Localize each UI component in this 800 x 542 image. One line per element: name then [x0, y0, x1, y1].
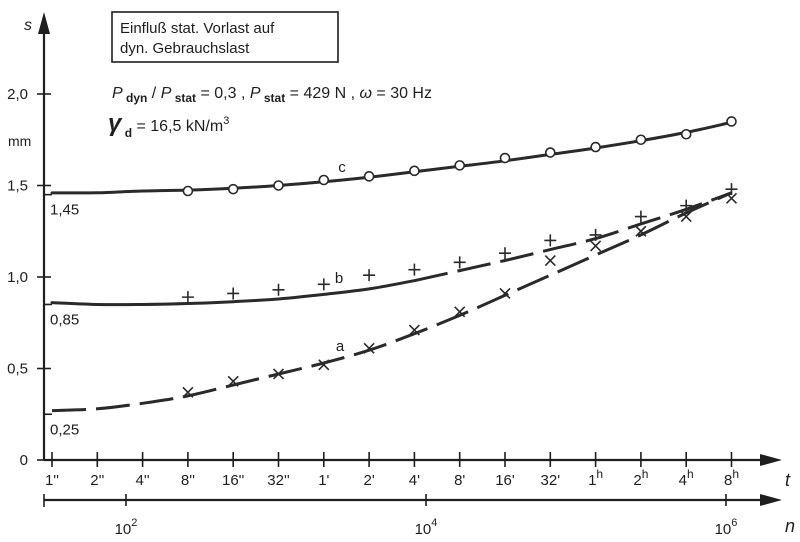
x-axis-top-arrow: [760, 454, 782, 466]
marker-a-11: [680, 211, 692, 223]
marker-c-1: [227, 183, 239, 195]
cycle-tick-label-2: 106: [715, 517, 738, 538]
marker-b-7: [499, 247, 511, 260]
y-axis-label: s: [24, 17, 32, 34]
time-tick-label-0: 1'': [45, 472, 59, 489]
time-ticks: 1'' 2'' 4'' 8'' 16'' 32'' 1' 2' 4' 8' 16' 32' 1h 2h 4h…: [45, 452, 739, 489]
time-tick-label-6: 1': [318, 472, 329, 489]
marker-c-3: [318, 174, 330, 186]
marker-a-10: [635, 225, 647, 237]
marker-b-11: [680, 199, 693, 212]
y-tick-label-3: 1,5: [7, 178, 28, 195]
time-tick-label-2: 4'': [136, 472, 150, 489]
marker-b-12: [725, 183, 738, 196]
note-line-1: Einfluß stat. Vorlast auf: [120, 20, 275, 37]
cycle-tick-label-1: 104: [415, 517, 438, 538]
marker-b-2: [272, 283, 285, 296]
curve-b-dashed: [414, 191, 733, 283]
x-axis-label-cycles: n: [785, 516, 795, 536]
marker-b-5: [408, 263, 421, 276]
params-line-2: γ d = 16,5 kN/m3: [108, 110, 229, 140]
y-axis-arrow: [38, 12, 50, 34]
marker-a-7: [499, 287, 511, 300]
y-tick-label-0: 0: [20, 452, 28, 469]
marker-b-4: [363, 269, 376, 282]
curve-c: [50, 120, 733, 195]
curve-a: [51, 191, 733, 413]
intercept-label-2: 0,25: [50, 421, 79, 438]
marker-a-12: [725, 192, 738, 204]
time-tick-label-12: 1h: [588, 467, 603, 489]
series-name-a: a: [336, 338, 345, 355]
intercept-label-1: 0,85: [50, 311, 79, 328]
y-axis-unit: mm: [8, 133, 31, 149]
time-tick-label-7: 2': [363, 472, 374, 489]
marker-b-9: [589, 228, 602, 241]
intercept-labels: 1,45 0,85 0,25: [44, 193, 79, 438]
intercept-label-0: 1,45: [50, 202, 79, 219]
y-tick-label-2: 1,0: [7, 269, 28, 286]
time-tick-label-4: 16'': [222, 472, 245, 489]
params-line-1: P dyn / P stat = 0,3 , P stat = 429 N , …: [112, 85, 432, 105]
time-tick-label-5: 32'': [267, 472, 290, 489]
marker-b-1: [227, 287, 240, 300]
marker-a-1: [227, 375, 239, 387]
marker-c-8: [544, 147, 556, 158]
time-tick-label-13: 2h: [633, 467, 648, 489]
marker-c-11: [680, 128, 692, 140]
time-tick-label-11: 32': [541, 472, 561, 489]
marker-b-6: [453, 256, 466, 269]
marker-c-10: [635, 134, 647, 146]
time-tick-label-1: 2'': [90, 472, 104, 489]
marker-a-4: [363, 342, 375, 354]
marker-c-12: [726, 116, 737, 127]
marker-a-8: [544, 254, 556, 267]
time-tick-label-3: 8'': [181, 472, 195, 489]
marker-a-9: [590, 240, 602, 252]
marker-a-0: [182, 386, 194, 398]
series-markers: [181, 116, 738, 398]
marker-c-6: [454, 160, 466, 171]
note-line-2: dyn. Gebrauchslast: [120, 40, 250, 57]
y-ticks: 0 0,5 1,0 1,5 2,0: [7, 86, 51, 469]
marker-c-4: [363, 171, 375, 182]
cycle-tick-label-0: 102: [115, 517, 138, 538]
marker-b-0: [181, 291, 194, 304]
marker-b-8: [544, 234, 557, 247]
x-axis-bottom-arrow: [760, 494, 782, 506]
marker-c-2: [273, 180, 284, 191]
marker-b-3: [317, 278, 330, 291]
marker-c-5: [409, 165, 420, 177]
series-name-b: b: [335, 270, 343, 287]
marker-c-0: [182, 185, 194, 197]
time-tick-label-14: 4h: [679, 467, 694, 489]
time-tick-label-8: 4': [409, 472, 420, 489]
marker-a-5: [408, 324, 420, 336]
marker-a-2: [272, 368, 285, 380]
y-tick-label-1: 0,5: [7, 361, 28, 378]
cycle-ticks: 102 104 106: [115, 494, 738, 538]
marker-b-10: [634, 210, 647, 223]
marker-a-3: [318, 359, 330, 371]
marker-a-6: [454, 306, 466, 318]
time-tick-label-10: 16': [495, 472, 515, 489]
y-tick-label-4: 2,0: [7, 86, 28, 103]
x-axis-label-time: t: [785, 470, 791, 490]
marker-c-9: [590, 141, 601, 153]
marker-c-7: [499, 152, 511, 164]
curve-b-solid: [50, 279, 416, 307]
series-names: c b a: [335, 159, 346, 355]
series-curves: [50, 120, 733, 413]
time-tick-label-15: 8h: [724, 467, 739, 489]
time-tick-label-9: 8': [454, 472, 465, 489]
series-name-c: c: [338, 159, 346, 176]
note-box: [111, 11, 339, 63]
